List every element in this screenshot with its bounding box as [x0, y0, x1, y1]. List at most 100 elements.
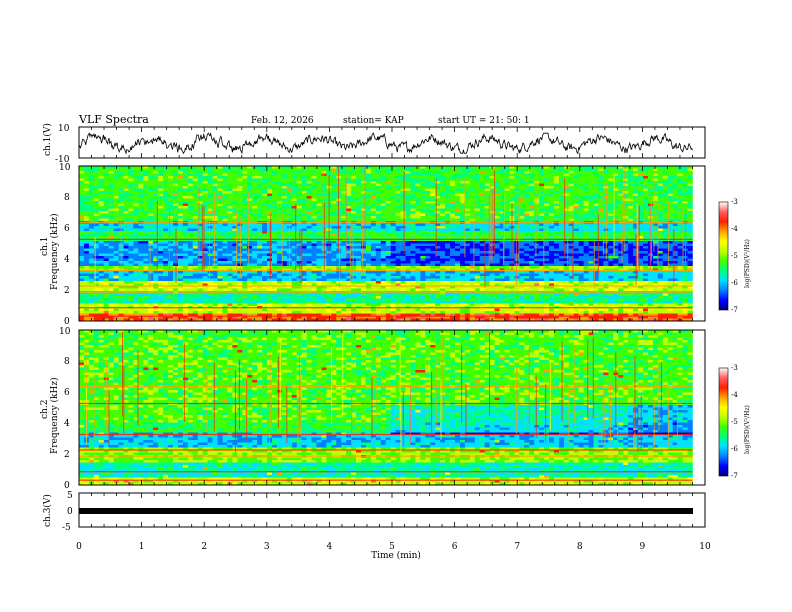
spectrogram-cell — [420, 188, 426, 192]
spectrogram-cell — [173, 173, 179, 177]
spectrogram-cell — [504, 241, 510, 244]
spectrogram-cell — [88, 261, 95, 264]
spectrogram-cell — [583, 261, 589, 264]
spectrogram-cell — [588, 178, 594, 182]
spectrogram-cell — [494, 213, 500, 217]
spectrogram-cell — [534, 246, 540, 249]
spectrogram-cell — [395, 218, 401, 222]
spectrogram-cell — [257, 193, 263, 197]
spectrogram-cell — [267, 206, 273, 209]
spectrogram-cell — [138, 196, 144, 199]
spectrogram-cell — [262, 206, 268, 209]
spectrogram-cell — [281, 196, 288, 199]
spectrogram-cell — [558, 223, 565, 227]
spectrogram-cell — [108, 176, 114, 179]
spectrogram-cell — [474, 191, 481, 194]
spectrogram-cell — [118, 196, 124, 199]
spectrogram-cell — [445, 198, 451, 202]
spectrogram-cell — [687, 213, 693, 217]
spectrogram-cell — [618, 251, 624, 254]
spectrogram-cell — [628, 173, 634, 177]
spectrogram-cell — [534, 208, 540, 212]
spectrogram-cell — [662, 178, 669, 182]
spectrogram-cell — [390, 251, 396, 254]
spectrogram-cell — [425, 193, 431, 197]
spectrogram-cell — [232, 183, 238, 187]
spectrogram-cell — [499, 258, 505, 262]
spectrogram-cell — [227, 243, 233, 247]
spectrogram-cell — [583, 208, 589, 212]
spectrogram-cell — [588, 168, 594, 172]
spectrogram-cell — [464, 228, 471, 232]
spectrogram-cell — [375, 256, 382, 259]
spectrogram-cell — [380, 183, 387, 187]
spectrogram-cell — [271, 183, 278, 187]
spectrogram-cell — [222, 176, 228, 179]
spectrogram-cell — [182, 258, 189, 262]
spectrogram-cell — [281, 181, 288, 184]
spectrogram-cell — [608, 211, 614, 214]
spectrogram-cell — [351, 236, 357, 239]
spectrogram-cell — [138, 188, 144, 192]
spectrogram-cell — [113, 261, 119, 264]
spectrogram-cell — [291, 246, 297, 249]
spectrogram-cell — [623, 206, 629, 209]
spectrogram-cell — [222, 223, 228, 227]
spectrogram-cell — [474, 173, 481, 177]
spectrogram-cell — [138, 191, 144, 194]
spectrogram-cell — [306, 188, 312, 192]
spectrogram-cell — [583, 196, 589, 199]
spectrogram-cell — [306, 171, 312, 174]
spectrogram-cell — [123, 246, 129, 249]
spectrogram-cell — [628, 228, 634, 232]
spectrogram-cell — [687, 191, 693, 194]
spectrogram-cell — [158, 198, 164, 202]
spectrogram-cell — [148, 206, 154, 209]
spectrogram-cell — [247, 216, 253, 219]
spectrogram-cell — [296, 211, 302, 214]
spectrogram-cell — [168, 216, 174, 219]
spectrogram-cell — [400, 206, 406, 209]
spectrogram-cell — [306, 196, 312, 199]
spectrogram-cell — [113, 218, 119, 222]
spectrogram-cell — [385, 178, 391, 182]
spectrogram-cell — [232, 213, 238, 217]
spectrogram-cell — [123, 171, 129, 174]
spectrogram-cell — [484, 183, 490, 187]
spectrogram-cell — [173, 201, 179, 204]
spectrogram-cell — [469, 203, 476, 207]
spectrogram-cell — [93, 216, 100, 219]
spectrogram-cell — [202, 261, 208, 264]
spectrogram-cell — [400, 181, 406, 184]
spectrogram-cell — [316, 178, 322, 182]
spectrogram-cell — [494, 253, 500, 257]
spectrogram-cell — [375, 218, 382, 222]
spectrogram-cell — [212, 258, 218, 262]
spectrogram-cell — [242, 183, 248, 187]
spectrogram-cell — [252, 261, 258, 264]
ch1-waveform-ticks — [78, 127, 706, 158]
spectrogram-cell — [207, 183, 213, 187]
spectrogram-cell — [672, 171, 678, 174]
spectrogram-cell — [138, 171, 144, 174]
spectrogram-cell — [361, 171, 367, 174]
spectrogram-cell — [514, 206, 520, 209]
spectrogram-cell — [232, 166, 238, 169]
spectrogram-cell — [346, 208, 352, 212]
spectrogram-cell — [296, 176, 302, 179]
spectrogram-cell — [469, 246, 476, 249]
spectrogram-cell — [123, 166, 129, 169]
spectrogram-cell — [672, 201, 678, 204]
spectrogram-cell — [445, 233, 451, 237]
spectrogram-cell — [281, 246, 288, 249]
spectrogram-cell — [380, 248, 387, 252]
spectrogram-cell — [563, 246, 570, 249]
spectrogram-cell — [474, 246, 481, 249]
spectrogram-cell — [311, 166, 317, 169]
spectrogram-cell — [588, 226, 594, 229]
spectrogram-cell — [291, 223, 297, 227]
spectrogram-cell — [647, 193, 654, 197]
spectrogram-cell — [534, 243, 540, 247]
spectrogram-cell — [361, 193, 367, 197]
spectrogram-cell — [365, 253, 372, 257]
